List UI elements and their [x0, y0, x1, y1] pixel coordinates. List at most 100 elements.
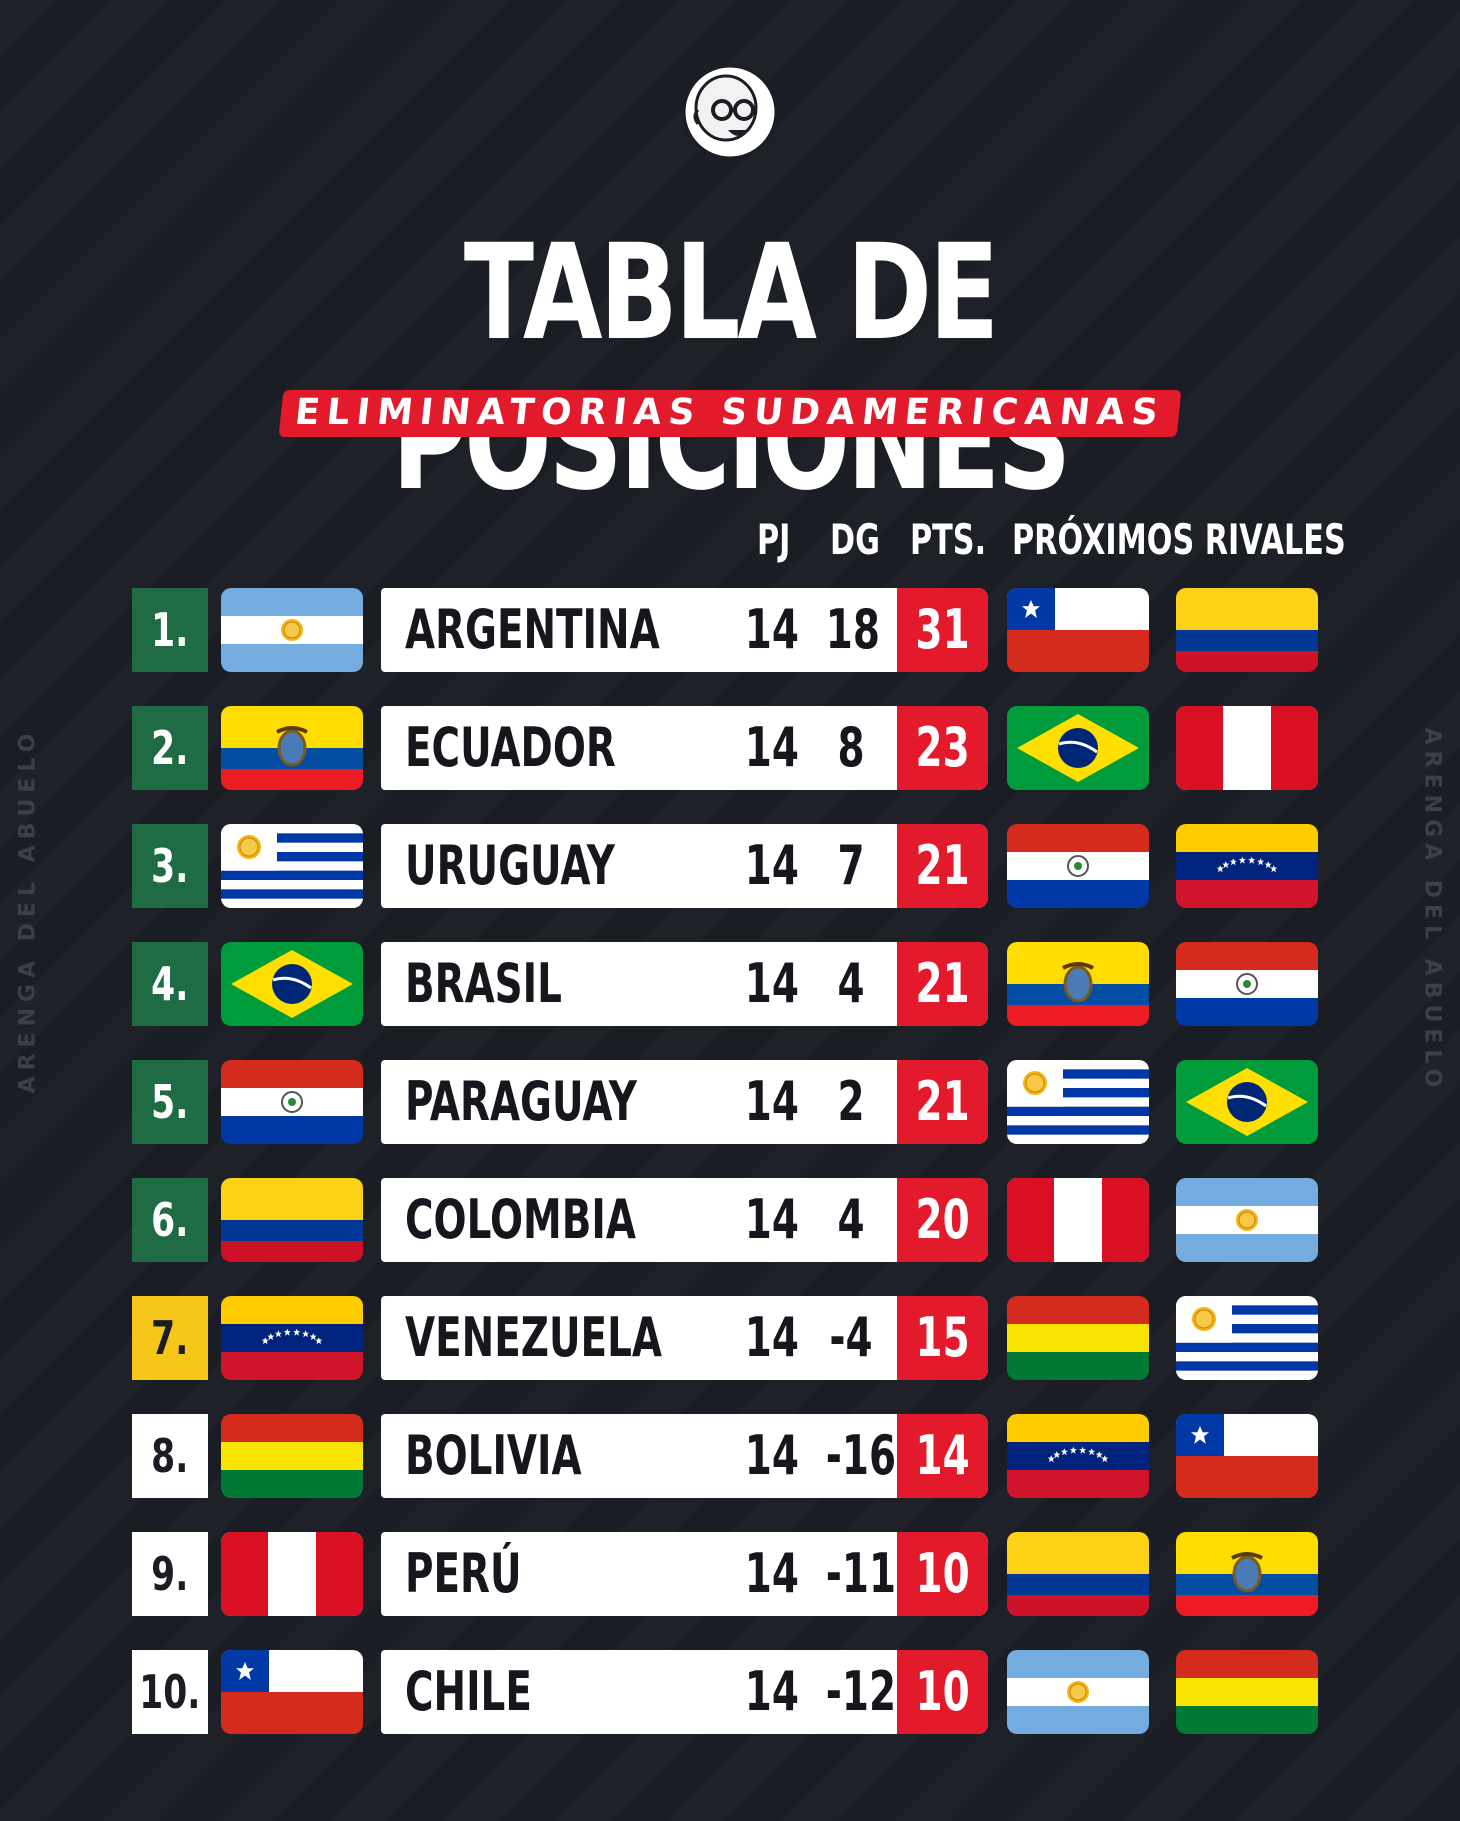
- played-value: 14: [744, 1542, 799, 1605]
- column-header-dg: DG: [830, 515, 880, 564]
- team-name: ECUADOR: [405, 716, 616, 779]
- points-value: 21: [897, 824, 988, 908]
- goal-difference-value: 4: [837, 1188, 865, 1251]
- points-value: 21: [897, 942, 988, 1026]
- peru-flag-icon: [221, 1532, 363, 1616]
- played-value: 14: [744, 834, 799, 897]
- goal-difference-value: 7: [837, 834, 865, 897]
- ecuador-flag-icon: [1176, 1532, 1318, 1616]
- standings-row: 9. PERÚ 14 -11 10: [0, 1532, 1460, 1616]
- team-name: COLOMBIA: [405, 1188, 636, 1251]
- team-bar: BOLIVIA 14 -16 14: [381, 1414, 988, 1498]
- standings-row: 1. ARGENTINA 14 18 31: [0, 588, 1460, 672]
- position-badge: 7.: [132, 1296, 208, 1380]
- subtitle: ELIMINATORIAS SUDAMERICANAS: [278, 390, 1182, 437]
- goal-difference-value: 8: [837, 716, 865, 779]
- position-badge: 8.: [132, 1414, 208, 1498]
- played-value: 14: [744, 1070, 799, 1133]
- colombia-flag-icon: [1176, 588, 1318, 672]
- venezuela-flag-icon: [1176, 824, 1318, 908]
- team-name: URUGUAY: [405, 834, 615, 897]
- played-value: 14: [744, 1306, 799, 1369]
- played-value: 14: [744, 952, 799, 1015]
- position-badge: 4.: [132, 942, 208, 1026]
- peru-flag-icon: [1007, 1178, 1149, 1262]
- team-name: BRASIL: [405, 952, 562, 1015]
- team-name: PARAGUAY: [405, 1070, 637, 1133]
- standings-row: 2. ECUADOR 14 8 23: [0, 706, 1460, 790]
- points-value: 10: [897, 1532, 988, 1616]
- goal-difference-value: -4: [829, 1306, 873, 1369]
- position-badge: 2.: [132, 706, 208, 790]
- paraguay-flag-icon: [221, 1060, 363, 1144]
- argentina-flag-icon: [221, 588, 363, 672]
- team-name: VENEZUELA: [405, 1306, 662, 1369]
- goal-difference-value: 18: [825, 598, 880, 661]
- goal-difference-value: -12: [825, 1660, 897, 1723]
- column-header-pj: PJ: [757, 515, 791, 564]
- points-value: 15: [897, 1296, 988, 1380]
- colombia-flag-icon: [221, 1178, 363, 1262]
- points-value: 10: [897, 1650, 988, 1734]
- bolivia-flag-icon: [221, 1414, 363, 1498]
- ecuador-flag-icon: [221, 706, 363, 790]
- brasil-flag-icon: [221, 942, 363, 1026]
- venezuela-flag-icon: [1007, 1414, 1149, 1498]
- position-badge: 10.: [132, 1650, 208, 1734]
- chile-flag-icon: [221, 1650, 363, 1734]
- standings-row: 6. COLOMBIA 14 4 20: [0, 1178, 1460, 1262]
- team-name: BOLIVIA: [405, 1424, 582, 1487]
- bolivia-flag-icon: [1007, 1296, 1149, 1380]
- goal-difference-value: -16: [825, 1424, 897, 1487]
- paraguay-flag-icon: [1176, 942, 1318, 1026]
- brasil-flag-icon: [1176, 1060, 1318, 1144]
- argentina-flag-icon: [1007, 1650, 1149, 1734]
- played-value: 14: [744, 1660, 799, 1723]
- position-badge: 6.: [132, 1178, 208, 1262]
- standings-row: 8. BOLIVIA 14 -16 14: [0, 1414, 1460, 1498]
- points-value: 14: [897, 1414, 988, 1498]
- position-badge: 5.: [132, 1060, 208, 1144]
- team-name: PERÚ: [405, 1542, 522, 1605]
- team-bar: ECUADOR 14 8 23: [381, 706, 988, 790]
- argentina-flag-icon: [1176, 1178, 1318, 1262]
- points-value: 23: [897, 706, 988, 790]
- uruguay-flag-icon: [1007, 1060, 1149, 1144]
- paraguay-flag-icon: [1007, 824, 1149, 908]
- position-badge: 9.: [132, 1532, 208, 1616]
- played-value: 14: [744, 716, 799, 779]
- team-bar: URUGUAY 14 7 21: [381, 824, 988, 908]
- page-title: TABLA DE POSICIONES: [391, 216, 1071, 520]
- standings-row: 5. PARAGUAY 14 2 21: [0, 1060, 1460, 1144]
- played-value: 14: [744, 1424, 799, 1487]
- points-value: 21: [897, 1060, 988, 1144]
- team-bar: BRASIL 14 4 21: [381, 942, 988, 1026]
- venezuela-flag-icon: [221, 1296, 363, 1380]
- uruguay-flag-icon: [221, 824, 363, 908]
- points-value: 20: [897, 1178, 988, 1262]
- team-bar: ARGENTINA 14 18 31: [381, 588, 988, 672]
- team-bar: CHILE 14 -12 10: [381, 1650, 988, 1734]
- team-name: ARGENTINA: [405, 598, 660, 661]
- uruguay-flag-icon: [1176, 1296, 1318, 1380]
- team-bar: COLOMBIA 14 4 20: [381, 1178, 988, 1262]
- peru-flag-icon: [1176, 706, 1318, 790]
- goal-difference-value: -11: [825, 1542, 897, 1605]
- bolivia-flag-icon: [1176, 1650, 1318, 1734]
- brasil-flag-icon: [1007, 706, 1149, 790]
- team-bar: PARAGUAY 14 2 21: [381, 1060, 988, 1144]
- position-badge: 1.: [132, 588, 208, 672]
- standings-row: 7. VENEZUELA 14 -4 15: [0, 1296, 1460, 1380]
- column-header-rivals: PRÓXIMOS RIVALES: [1012, 515, 1346, 564]
- standings-row: 10. CHILE 14 -12 10: [0, 1650, 1460, 1734]
- goal-difference-value: 2: [837, 1070, 865, 1133]
- team-bar: PERÚ 14 -11 10: [381, 1532, 988, 1616]
- goal-difference-value: 4: [837, 952, 865, 1015]
- mascot-logo-icon: [682, 64, 778, 160]
- played-value: 14: [744, 1188, 799, 1251]
- standings-row: 3. URUGUAY 14 7 21: [0, 824, 1460, 908]
- played-value: 14: [744, 598, 799, 661]
- chile-flag-icon: [1007, 588, 1149, 672]
- position-badge: 3.: [132, 824, 208, 908]
